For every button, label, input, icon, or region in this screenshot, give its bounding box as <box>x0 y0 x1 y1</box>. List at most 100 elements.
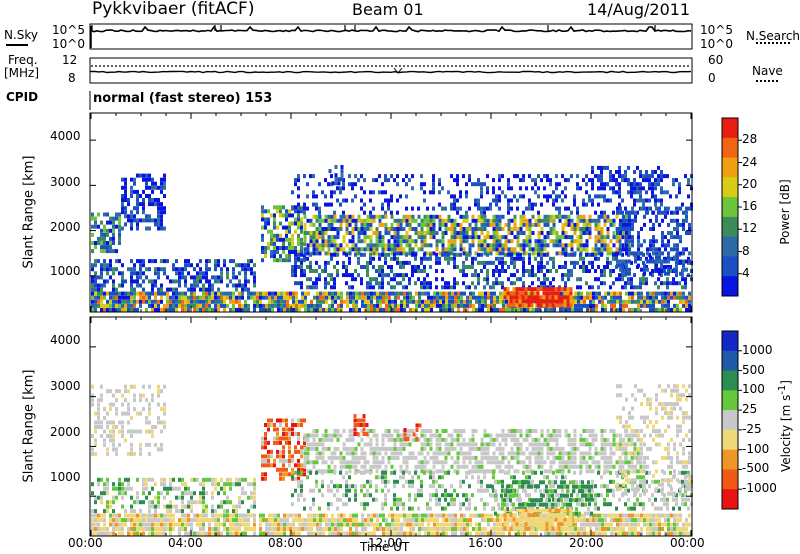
power-cell <box>531 247 535 252</box>
power-cell <box>402 285 405 290</box>
power-cell <box>655 263 658 268</box>
power-cell <box>363 265 366 269</box>
velocity-cell <box>127 402 130 407</box>
power-cell <box>450 227 454 231</box>
velocity-cell <box>291 432 294 436</box>
power-cell <box>426 206 429 211</box>
power-cell <box>582 202 585 207</box>
velocity-cell <box>325 527 328 531</box>
power-cell <box>462 281 465 286</box>
power-cell <box>312 239 316 244</box>
velocity-cell <box>342 446 346 451</box>
power-cell <box>136 259 139 264</box>
velocity-cell <box>223 500 226 505</box>
velocity-cell <box>151 434 154 438</box>
velocity-cell <box>208 522 211 527</box>
power-cell <box>315 235 319 240</box>
velocity-cell <box>166 486 169 491</box>
power-cell <box>588 260 591 265</box>
velocity-cell <box>154 531 157 536</box>
power-cell <box>315 227 319 231</box>
velocity-cell <box>288 449 291 454</box>
power-cell <box>658 206 661 211</box>
velocity-cell <box>325 513 328 518</box>
velocity-cell <box>622 527 625 531</box>
velocity-cell <box>97 522 100 527</box>
power-cell <box>376 299 379 304</box>
velocity-cell <box>279 458 282 463</box>
power-cell <box>402 265 405 269</box>
velocity-cell <box>187 531 190 536</box>
power-cell <box>369 218 373 223</box>
velocity-cell <box>313 513 316 518</box>
power-cell <box>136 307 139 312</box>
power-cell <box>652 222 655 227</box>
power-cell <box>652 291 655 296</box>
power-cell <box>501 214 505 219</box>
power-cell <box>145 181 148 186</box>
power-cell <box>420 174 423 179</box>
velocity-cell <box>312 433 316 438</box>
velocity-cell <box>319 531 322 536</box>
power-cell <box>253 303 256 308</box>
velocity-cell <box>327 446 331 451</box>
power-cell <box>642 281 645 286</box>
velocity-cell <box>361 518 364 523</box>
velocity-cell <box>103 513 106 518</box>
power-cell <box>94 216 97 221</box>
velocity-cell <box>97 411 100 416</box>
power-cell <box>582 222 586 227</box>
power-cell <box>109 303 112 308</box>
power-cell <box>546 231 550 235</box>
power-cell <box>259 303 262 308</box>
power-cell <box>336 235 340 240</box>
velocity-cell <box>235 504 238 509</box>
power-cell <box>376 307 379 312</box>
power-cell <box>518 287 522 292</box>
velocity-cell <box>406 522 409 527</box>
power-cell <box>646 303 649 308</box>
power-cell <box>315 281 318 286</box>
velocity-cell <box>127 420 130 425</box>
power-cell <box>408 251 412 256</box>
velocity-cell <box>148 527 151 531</box>
power-cell <box>285 229 288 234</box>
power-cell <box>309 218 313 223</box>
power-cell <box>423 277 426 282</box>
velocity-cell <box>589 522 592 527</box>
power-cell <box>616 210 619 215</box>
power-cell <box>136 189 139 194</box>
power-cell <box>408 281 411 286</box>
power-cell <box>376 291 379 296</box>
power-cell <box>334 177 338 182</box>
velocity-cell <box>334 522 337 527</box>
power-cell <box>369 190 372 195</box>
velocity-cell <box>367 518 370 523</box>
power-cell <box>337 295 340 300</box>
velocity-cell <box>342 442 346 447</box>
power-cell <box>399 222 403 227</box>
power-cell <box>469 303 472 308</box>
power-cell <box>429 243 433 248</box>
power-cell <box>569 287 573 292</box>
power-cell <box>609 260 612 265</box>
power-cell <box>279 221 282 226</box>
power-cell <box>528 247 532 252</box>
power-cell <box>537 247 541 252</box>
power-cell <box>97 275 100 280</box>
power-cell <box>211 299 214 304</box>
power-cell <box>639 170 642 174</box>
velocity-cell <box>346 518 349 523</box>
velocity-cell <box>324 437 328 442</box>
power-cell <box>399 227 403 231</box>
power-cell <box>309 174 312 179</box>
power-cell <box>510 260 513 265</box>
power-cell <box>515 303 519 308</box>
power-cell <box>291 250 294 254</box>
power-cell <box>621 174 624 179</box>
power-cell <box>420 218 424 223</box>
power-cell <box>576 182 579 187</box>
velocity-cell <box>475 522 478 527</box>
power-cell <box>372 214 376 219</box>
power-cell <box>91 307 94 312</box>
